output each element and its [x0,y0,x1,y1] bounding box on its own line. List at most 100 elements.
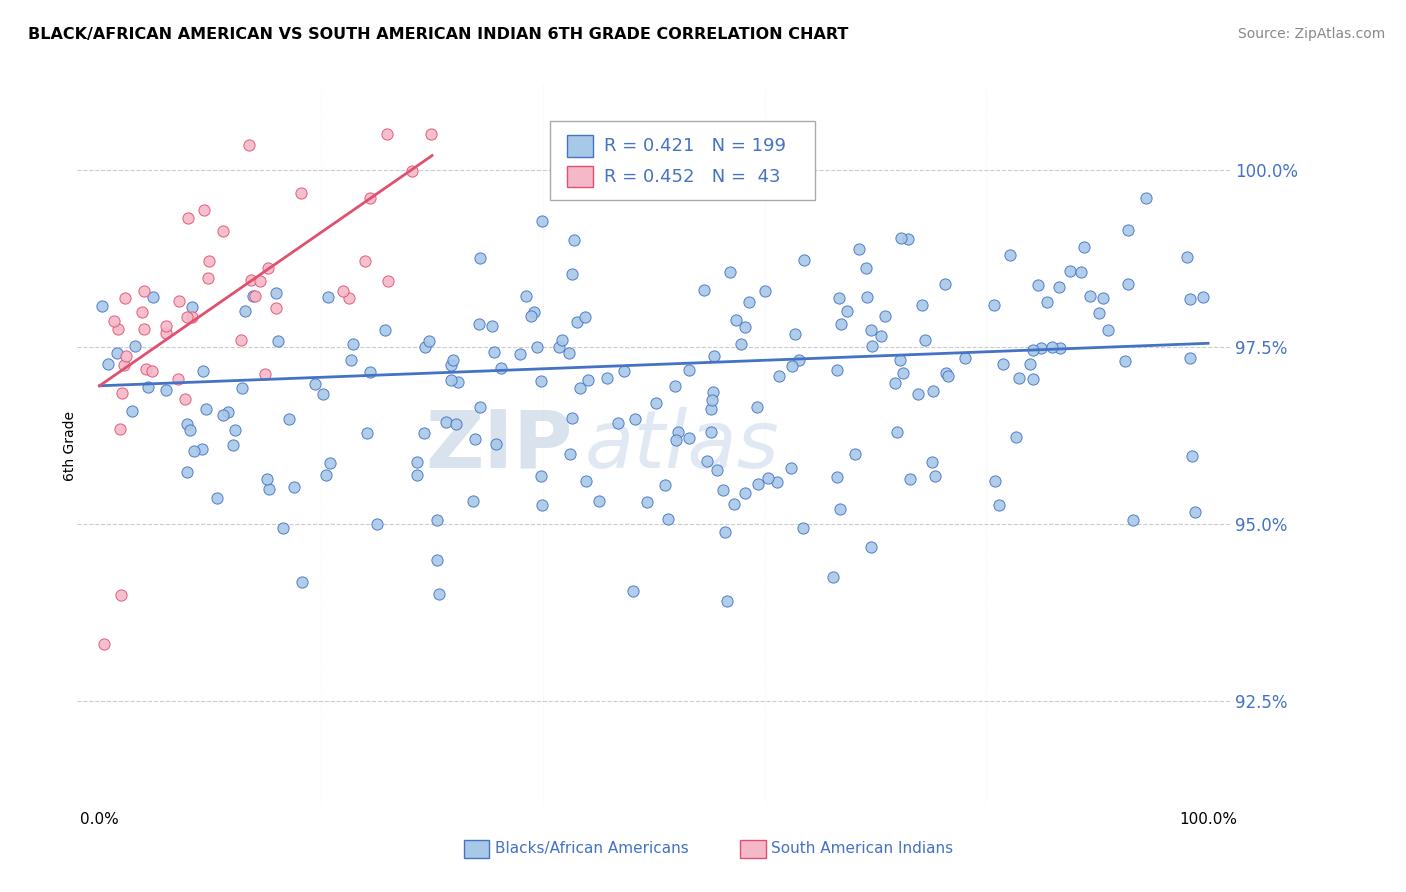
Point [197,271,219,285]
Point [897,232,920,246]
Point [132,321,155,335]
Point [440,359,463,373]
Point [991,357,1014,371]
Point [827,291,849,305]
Point [898,472,921,486]
Point [666,425,689,439]
Point [860,339,883,353]
Point [132,284,155,298]
Point [855,260,877,275]
Point [734,486,756,500]
Point [1026,277,1049,292]
Point [654,478,676,492]
Point [783,326,806,341]
Point [678,363,700,377]
Point [526,340,548,354]
Point [955,351,977,366]
Point [111,385,134,400]
Point [427,587,450,601]
Point [412,426,434,441]
Point [180,300,202,314]
Point [561,267,583,281]
Point [1031,341,1053,355]
Point [93,637,115,651]
Point [342,336,364,351]
Point [337,292,360,306]
Point [830,317,852,331]
Text: Blacks/African Americans: Blacks/African Americans [495,841,689,856]
Point [921,455,943,469]
Point [644,396,666,410]
Point [574,310,596,324]
Point [366,516,388,531]
Point [1049,341,1071,355]
Point [315,468,337,483]
Point [256,472,278,486]
Point [332,285,354,299]
Point [711,483,734,497]
Point [212,408,235,422]
Point [825,363,848,377]
Point [1018,357,1040,371]
Point [576,373,599,387]
Point [283,480,305,494]
Y-axis label: 6th Grade: 6th Grade [63,411,77,481]
Point [135,362,157,376]
Point [312,387,335,401]
Point [359,365,381,379]
Point [169,294,191,309]
Point [914,333,936,347]
Point [984,474,1007,488]
Point [264,285,287,300]
Point [176,465,198,479]
Point [700,393,723,408]
Point [176,417,198,432]
Point [884,376,907,391]
Point [155,326,177,340]
Point [217,405,239,419]
Point [875,309,897,323]
Point [278,412,301,426]
Point [1184,505,1206,519]
Point [998,248,1021,262]
Point [935,366,957,380]
Point [718,265,741,279]
Point [426,552,449,566]
Point [446,417,468,432]
Point [197,253,219,268]
Point [889,352,911,367]
Point [205,491,228,506]
Point [481,319,503,334]
Point [267,334,290,349]
Point [700,425,723,439]
Point [1178,351,1201,366]
Point [723,497,745,511]
Point [121,403,143,417]
Point [588,493,610,508]
Point [907,386,929,401]
Point [696,454,718,468]
Point [291,575,314,590]
Point [519,309,541,323]
Point [702,384,724,399]
Text: R = 0.452   N =  43: R = 0.452 N = 43 [605,168,780,186]
Point [575,474,598,488]
Point [266,301,288,316]
Point [747,477,769,491]
Point [830,501,852,516]
Point [607,417,630,431]
Point [179,423,201,437]
Point [714,525,737,540]
Point [664,378,686,392]
Point [1092,291,1115,305]
Point [155,383,177,397]
Point [613,364,636,378]
Point [242,288,264,302]
Point [983,297,1005,311]
Point [1040,340,1063,354]
Point [787,352,810,367]
Point [318,456,340,470]
Point [108,421,131,435]
Point [530,469,553,483]
Point [855,290,877,304]
